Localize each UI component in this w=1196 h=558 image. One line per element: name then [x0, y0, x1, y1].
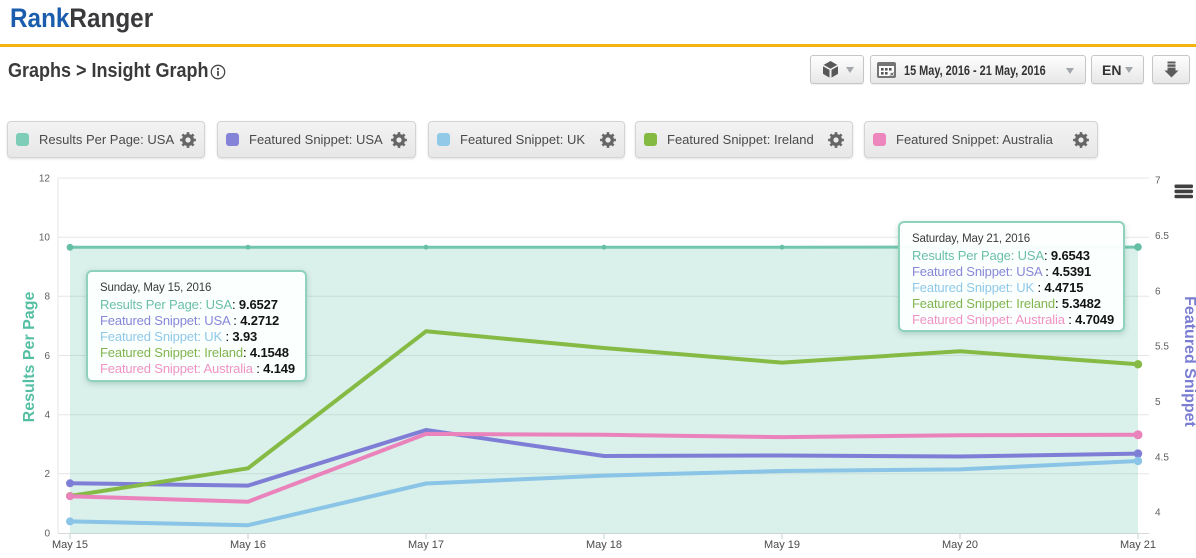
- svg-text:4.5: 4.5: [1155, 452, 1169, 463]
- svg-text:May 21: May 21: [1120, 539, 1156, 551]
- svg-text:4: 4: [1155, 508, 1161, 519]
- svg-text:6: 6: [1155, 286, 1161, 297]
- svg-text:Featured Snippet: Featured Snippet: [1181, 296, 1196, 427]
- svg-text:12: 12: [39, 174, 51, 185]
- svg-text:May 20: May 20: [942, 539, 978, 551]
- svg-text:5: 5: [1155, 397, 1161, 408]
- svg-text:Results Per Page: Results Per Page: [21, 292, 38, 423]
- svg-text:10: 10: [39, 233, 51, 244]
- svg-text:May 17: May 17: [408, 539, 444, 551]
- svg-text:May 16: May 16: [230, 539, 266, 551]
- svg-text:2: 2: [44, 469, 50, 480]
- svg-text:May 15: May 15: [52, 539, 88, 551]
- svg-text:6.5: 6.5: [1155, 231, 1169, 242]
- svg-text:May 19: May 19: [764, 539, 800, 551]
- svg-text:8: 8: [44, 292, 50, 303]
- svg-text:May 18: May 18: [586, 539, 622, 551]
- svg-text:5.5: 5.5: [1155, 342, 1169, 353]
- svg-text:0: 0: [44, 529, 50, 540]
- svg-text:6: 6: [44, 351, 50, 362]
- svg-text:4: 4: [44, 410, 50, 421]
- svg-text:7: 7: [1155, 176, 1161, 187]
